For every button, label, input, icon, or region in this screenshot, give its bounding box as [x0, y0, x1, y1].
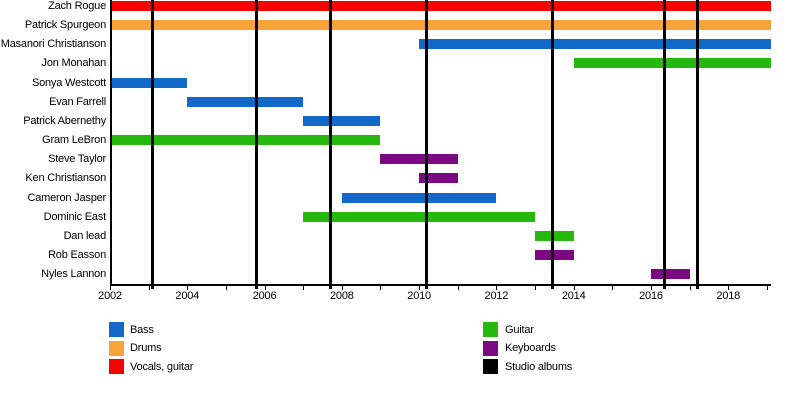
x-axis-tick	[148, 285, 150, 290]
member-tenure-bar	[650, 269, 690, 280]
member-tenure-bar	[110, 77, 188, 88]
legend-swatch-vocals-guitar	[109, 359, 124, 374]
studio-album-line	[328, 0, 332, 289]
legend-label: Guitar	[505, 323, 534, 336]
x-axis-tick	[496, 285, 498, 290]
member-label: Sonya Westcott	[31, 76, 106, 89]
legend-swatch-guitar	[483, 322, 498, 337]
member-label: Jon Monahan	[41, 57, 107, 70]
studio-album-line	[425, 0, 429, 289]
legend-label: Keyboards	[505, 342, 556, 354]
legend-swatch-studio-albums	[483, 359, 498, 374]
member-label: Nyles Lannon	[41, 268, 106, 281]
member-label: Dominic East	[43, 210, 107, 223]
x-axis-tick-label: 2014	[561, 290, 586, 302]
x-axis-tick	[573, 285, 575, 290]
x-axis-tick	[766, 285, 768, 290]
legend-label: Vocals, guitar	[130, 360, 194, 373]
member-tenure-bar	[380, 154, 458, 165]
legend-label: Bass	[130, 323, 154, 336]
x-axis-tick-label: 2004	[175, 290, 200, 302]
legend-label: Studio albums	[505, 360, 573, 373]
x-axis-tick-label: 2016	[639, 290, 663, 302]
member-tenure-bar	[187, 96, 304, 107]
member-label: Dan lead	[63, 229, 107, 242]
x-axis-tick-label: 2012	[484, 290, 509, 302]
x-axis-tick-label: 2002	[98, 290, 122, 302]
x-axis-tick-label: 2018	[716, 290, 741, 302]
legend-label: Drums	[130, 342, 162, 354]
member-tenure-bar	[419, 173, 458, 184]
member-label: Rob Easson	[48, 248, 106, 261]
member-label: Zach Rogue	[48, 0, 106, 12]
member-label: Masanori Christianson	[0, 38, 106, 51]
studio-album-line	[255, 0, 259, 289]
x-axis-tick	[110, 285, 111, 290]
x-axis-tick	[380, 285, 382, 290]
studio-album-line	[662, 0, 666, 289]
member-label: Patrick Spurgeon	[24, 19, 106, 32]
member-label: Gram LeBron	[42, 134, 106, 147]
x-axis-tick-label: 2008	[329, 290, 354, 302]
legend-swatch-drums	[109, 340, 124, 356]
studio-album-line	[550, 0, 554, 289]
x-axis-tick	[303, 285, 305, 290]
studio-album-line	[695, 0, 699, 289]
member-tenure-bar	[303, 211, 536, 222]
member-tenure-bar	[110, 20, 771, 31]
member-tenure-bar	[419, 39, 771, 50]
member-label: Ken Christianson	[25, 172, 106, 185]
member-label: Evan Farrell	[49, 95, 106, 108]
x-axis-tick-label: 2006	[252, 290, 277, 302]
member-tenure-bar	[573, 58, 771, 69]
legend-swatch-keyboards	[483, 340, 498, 356]
x-axis-tick	[341, 285, 343, 290]
member-tenure-bar	[110, 1, 771, 11]
legend-swatch-bass	[109, 322, 124, 337]
member-tenure-bar	[341, 192, 497, 203]
member-label: Patrick Abernethy	[23, 114, 106, 127]
x-axis-tick	[728, 285, 730, 290]
member-tenure-bar	[535, 249, 574, 260]
member-label: Steve Taylor	[48, 153, 106, 166]
x-axis-tick	[187, 285, 189, 290]
x-axis-line	[110, 284, 771, 286]
member-tenure-bar	[110, 135, 381, 146]
x-axis-tick	[535, 285, 537, 290]
x-axis-tick	[689, 285, 691, 290]
x-axis-tick-label: 2010	[407, 290, 431, 302]
member-tenure-bar	[535, 230, 574, 241]
x-axis-tick	[419, 285, 421, 290]
x-axis-tick	[264, 285, 266, 290]
studio-album-line	[151, 0, 154, 289]
x-axis-tick	[457, 285, 459, 290]
y-axis-spine	[110, 0, 112, 284]
member-tenure-bar	[303, 115, 381, 126]
x-axis-tick	[612, 285, 614, 290]
x-axis-tick	[225, 285, 227, 290]
x-axis-tick	[650, 285, 652, 290]
member-label: Cameron Jasper	[27, 191, 106, 204]
